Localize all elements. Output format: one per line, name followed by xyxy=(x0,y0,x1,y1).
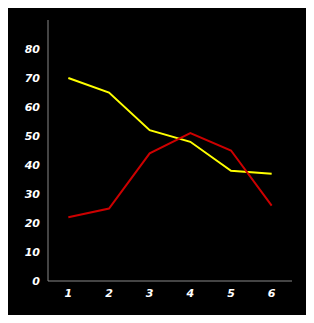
svg-text:5: 5 xyxy=(227,287,235,300)
svg-text:80: 80 xyxy=(25,43,41,56)
svg-text:40: 40 xyxy=(24,159,41,172)
svg-text:6: 6 xyxy=(268,287,276,300)
svg-text:4: 4 xyxy=(186,287,195,300)
svg-text:20: 20 xyxy=(25,217,41,230)
svg-text:2: 2 xyxy=(105,287,113,300)
svg-text:1: 1 xyxy=(65,287,73,300)
svg-text:60: 60 xyxy=(25,101,41,114)
svg-text:10: 10 xyxy=(25,246,41,259)
svg-text:0: 0 xyxy=(32,275,40,288)
svg-text:70: 70 xyxy=(25,72,41,85)
svg-text:50: 50 xyxy=(25,130,41,143)
svg-text:3: 3 xyxy=(146,287,154,300)
svg-text:30: 30 xyxy=(25,188,41,201)
